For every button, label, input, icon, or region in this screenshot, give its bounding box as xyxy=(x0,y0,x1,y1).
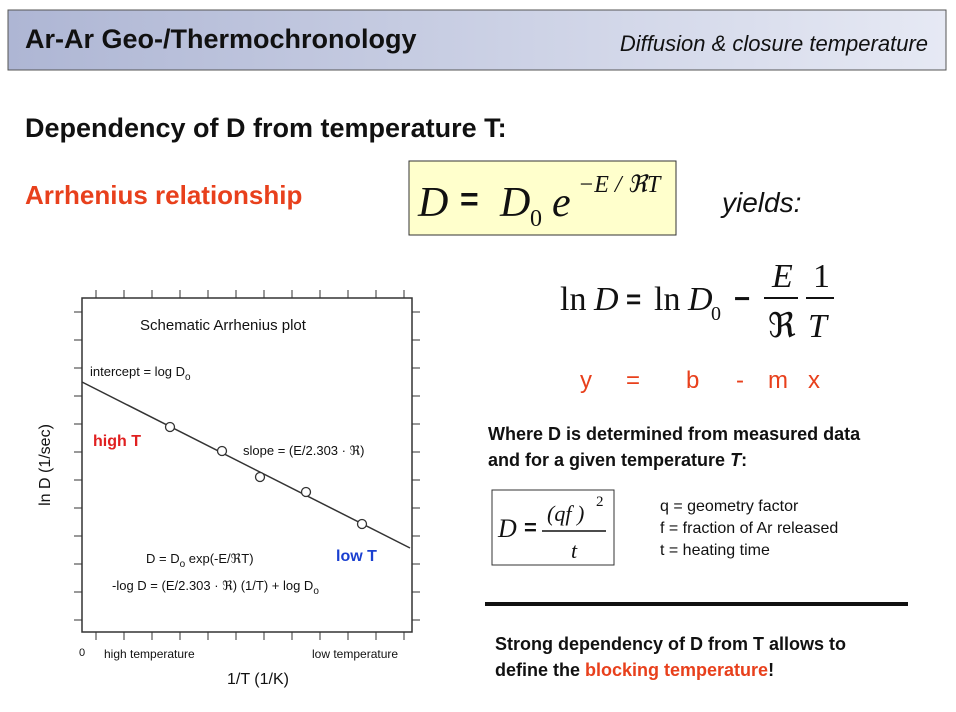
text: exp(-E/ℜT) xyxy=(185,551,253,566)
yields: yields: xyxy=(720,187,801,218)
text: o xyxy=(185,372,191,383)
highlight: blocking temperature xyxy=(585,660,768,680)
formula-d0: D xyxy=(499,180,530,226)
plot-point xyxy=(356,518,368,530)
ln: ln xyxy=(560,281,586,318)
arrhenius-label: Arrhenius relationship xyxy=(25,180,302,210)
formula-e: e xyxy=(552,180,571,226)
fd-den: t xyxy=(571,538,578,563)
fd-eq: = xyxy=(524,515,537,540)
legend-item: t = heating time xyxy=(660,542,770,559)
formula-box xyxy=(408,160,677,236)
linear-term: b xyxy=(686,367,699,394)
x-low-label: low temperature xyxy=(312,647,398,661)
schematic-plot: Schematic Arrhenius plot intercept = log… xyxy=(37,290,420,688)
linear-term: y xyxy=(580,367,592,394)
frac-den: ℜ xyxy=(768,308,796,345)
plot-eq: -log D = (E/2.303 · ℜ) (1/T) + log Do xyxy=(112,578,319,597)
text: o xyxy=(313,586,319,597)
header-title: Ar-Ar Geo-/Thermochronology xyxy=(25,24,417,54)
frac-num: E xyxy=(771,258,793,295)
ln-d: D xyxy=(593,281,619,318)
linear-term: - xyxy=(736,367,744,394)
fd-num: (qf ) xyxy=(547,501,584,526)
fd-exp: 2 xyxy=(596,494,604,510)
formula-d: D xyxy=(417,180,448,226)
x-axis-label: 1/T (1/K) xyxy=(227,671,289,688)
linear-form: y = b - m x xyxy=(580,367,820,394)
description: and for a given temperature T: xyxy=(488,450,747,470)
plot-point xyxy=(300,486,312,498)
formula-d-box xyxy=(491,489,615,566)
frac-num: 1 xyxy=(813,258,830,295)
text: T xyxy=(730,450,743,470)
plot-point xyxy=(216,445,228,457)
fit-line xyxy=(81,381,411,549)
text: ! xyxy=(768,660,774,680)
text: D = D xyxy=(146,551,180,566)
intercept: intercept = log Do xyxy=(90,364,191,383)
text: define the xyxy=(495,660,585,680)
high-t: high T xyxy=(93,433,141,450)
text: o xyxy=(180,559,186,570)
text: Where xyxy=(488,424,548,444)
plot-point xyxy=(254,471,266,483)
text: : xyxy=(741,450,747,470)
ln-d0: D xyxy=(687,281,713,318)
origin-label: 0 xyxy=(79,647,85,659)
description: Where D is determined from measured data xyxy=(488,424,861,444)
ln: ln xyxy=(654,281,680,318)
linear-term: = xyxy=(626,367,640,394)
formula-eq: = xyxy=(460,181,479,217)
plot-point xyxy=(164,421,176,433)
fd-d: D xyxy=(497,514,517,543)
slope: slope = (E/2.303 · ℜ) xyxy=(243,443,365,458)
x-high-label: high temperature xyxy=(104,647,195,661)
ln-minus: − xyxy=(734,283,750,314)
formula-exp: −E / ℜT xyxy=(578,172,662,198)
frac-den: T xyxy=(808,308,829,345)
ln-sub: 0 xyxy=(711,303,721,325)
header-subtitle: Diffusion & closure temperature xyxy=(620,31,928,56)
plot-eq: D = Do exp(-E/ℜT) xyxy=(146,551,254,570)
linear-term: m xyxy=(768,367,788,394)
heading: Dependency of D from temperature T: xyxy=(25,113,507,143)
legend-item: q = geometry factor xyxy=(660,498,799,515)
text: -log D = (E/2.303 · ℜ) (1/T) + log D xyxy=(112,578,313,593)
text: intercept = log D xyxy=(90,364,185,379)
low-t: low T xyxy=(336,548,377,565)
conclusion: Strong dependency of D from T allows to xyxy=(495,634,846,654)
y-axis-label: ln D (1/sec) xyxy=(37,424,54,506)
formula-sub: 0 xyxy=(530,206,542,232)
linear-term: x xyxy=(808,367,820,394)
text: D xyxy=(548,424,561,444)
plot-title: Schematic Arrhenius plot xyxy=(140,317,307,334)
conclusion: define the blocking temperature! xyxy=(495,660,774,680)
ln-eq: = xyxy=(626,284,641,314)
text: and for a given temperature xyxy=(488,450,730,470)
text: is determined from measured data xyxy=(561,424,861,444)
header-bar xyxy=(7,9,947,71)
plot-frame xyxy=(81,297,413,633)
legend-item: f = fraction of Ar released xyxy=(660,520,838,537)
